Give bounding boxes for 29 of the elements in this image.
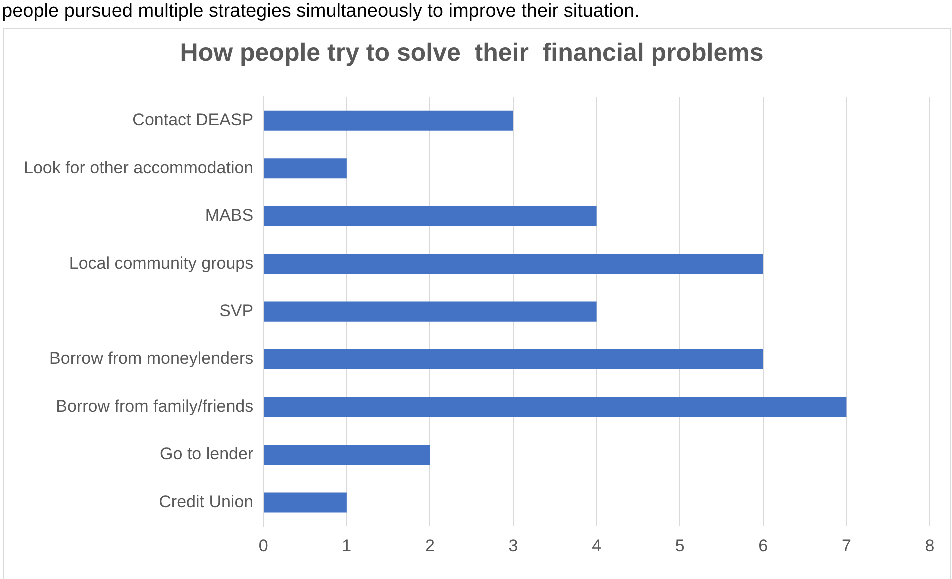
x-tick-label: 1 — [342, 536, 352, 556]
y-tick-label: SVP — [220, 301, 254, 320]
x-tick-label: 7 — [842, 536, 852, 556]
y-tick-label: Credit Union — [159, 492, 254, 512]
y-tick-label: MABS — [205, 206, 254, 226]
y-tick-label: Go to lender — [160, 444, 254, 464]
x-tick-label: 6 — [758, 536, 768, 556]
bar — [264, 254, 764, 274]
bar — [264, 397, 847, 418]
x-tick-label: 0 — [258, 536, 268, 556]
y-tick-label: Contact DEASP — [132, 110, 254, 130]
x-tick-label: 8 — [925, 536, 935, 556]
bar — [264, 206, 597, 226]
text: people pursued multiple strategies simultaneously to improve their situation. — [2, 1, 640, 23]
chart-title: How people try to solve their financial problems — [180, 38, 764, 67]
bar — [264, 158, 347, 179]
x-tick-label: 5 — [675, 536, 685, 556]
bar — [264, 302, 597, 322]
x-tick-label: 3 — [508, 536, 518, 556]
x-tick-label: 4 — [592, 536, 602, 556]
y-tick-label: Look for other accommodation — [24, 158, 254, 178]
bar — [264, 492, 347, 513]
y-tick-label: Local community groups — [69, 254, 254, 273]
y-tick-label: Borrow from moneylenders — [50, 349, 254, 368]
bar — [264, 350, 764, 370]
bar — [264, 110, 514, 131]
y-tick-label: Borrow from family/friends — [56, 396, 254, 416]
bar — [264, 444, 430, 466]
x-tick-label: 2 — [425, 536, 435, 556]
